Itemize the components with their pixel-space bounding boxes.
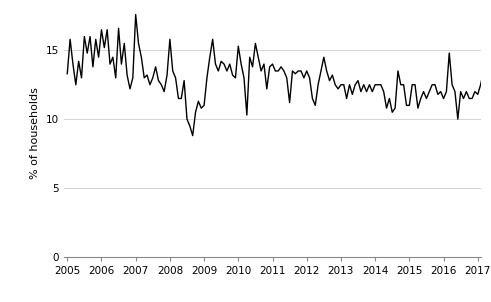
Y-axis label: % of households: % of households	[30, 87, 40, 179]
